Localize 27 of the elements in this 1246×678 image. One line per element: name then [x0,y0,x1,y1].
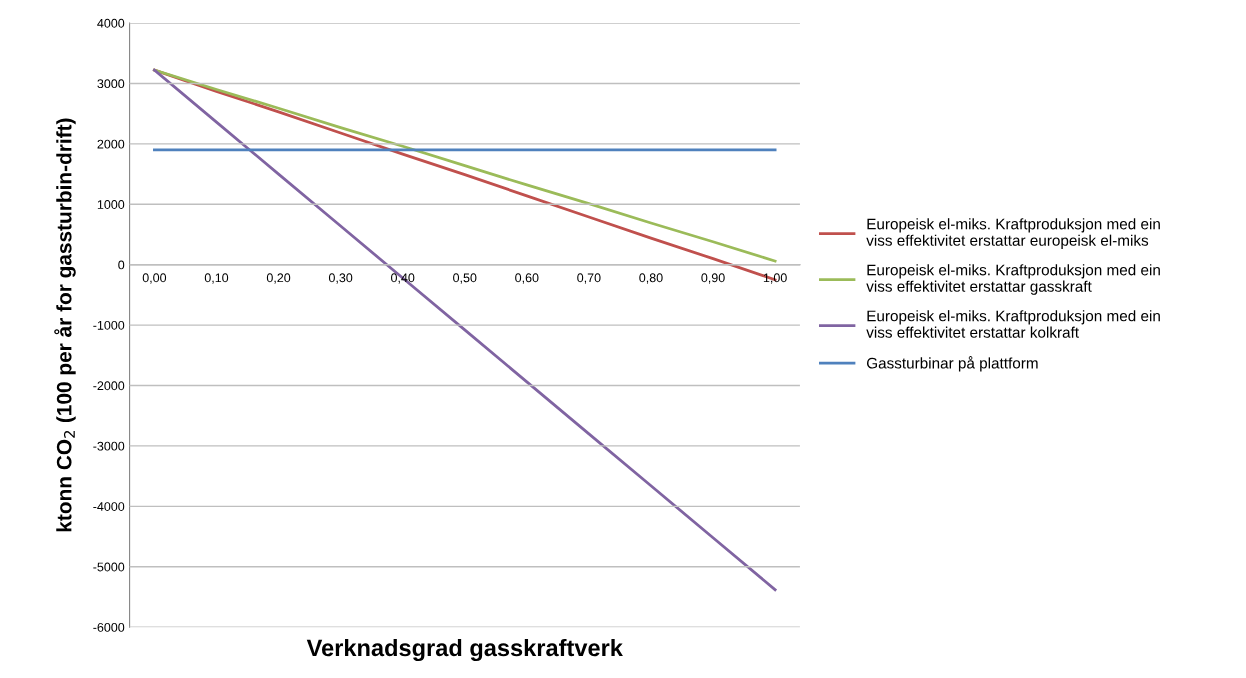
y-tick-label: -3000 [93,441,125,451]
legend-label: Europeisk el-miks. Kraftproduksjon med ein viss effektivitet erstattar gasskraft [866,264,1160,295]
y-tick-label: -6000 [93,622,125,632]
x-tick-label: 0,50 [453,273,477,284]
x-axis-title: Verknadsgrad gasskraftverk [306,638,623,662]
x-tick-label: 0,70 [577,273,601,284]
y-tick-label: 0 [118,260,125,270]
y-tick-label: 1000 [97,200,125,209]
x-tick-label: 0,20 [266,273,291,284]
y-tick-label: 4000 [97,18,125,28]
y-tick-label: -4000 [93,502,125,511]
y-tick-label: 2000 [97,139,125,149]
x-tick-label: 0,90 [701,273,725,284]
x-tick-label: 0,00 [142,273,167,284]
x-tick-label: 1,00 [763,273,787,284]
x-tick-label: 0,30 [328,273,353,284]
legend-label: Europeisk el-miks. Kraftproduksjon med ein viss effektivitet erstattar kolkraft [866,310,1160,338]
legend-label: Europeisk el-miks. Kraftproduksjon med ein viss effektivitet erstattar europeisk el-miks [866,218,1160,249]
y-axis-title: ktonn CO$_{2}$ (100 per år for gassturbin-drift) [54,118,76,532]
x-tick-label: 0,80 [639,273,663,284]
y-tick-label: 3000 [97,79,125,89]
x-tick-label: 0,10 [204,273,229,284]
y-tick-label: -5000 [93,562,125,572]
y-tick-label: -2000 [93,381,125,391]
x-tick-label: 0,60 [515,273,539,284]
y-tick-label: -1000 [93,320,125,330]
legend-label: Gassturbinar på plattform [866,356,1038,372]
